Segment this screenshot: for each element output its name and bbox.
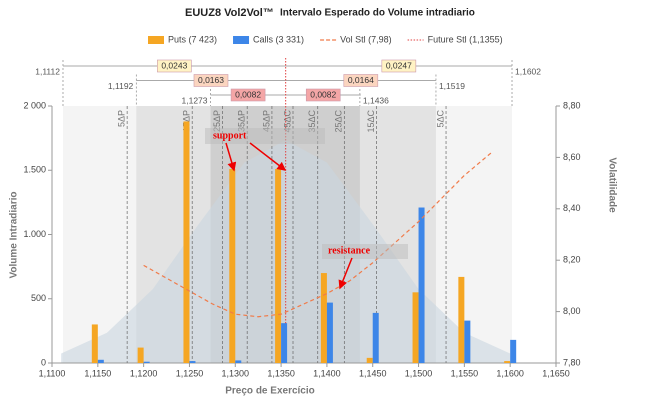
annotation-arrow <box>338 257 353 290</box>
range-low-label: 1,1112 <box>35 66 60 76</box>
delta-label: 35ΔC <box>307 110 317 133</box>
bar <box>143 361 150 363</box>
range-left-label: 0,0243 <box>161 60 187 70</box>
range-right-label: 0,0247 <box>386 60 412 70</box>
range-box <box>343 74 379 87</box>
bar <box>281 323 288 363</box>
range-right-label: 0,0082 <box>310 89 336 99</box>
bar <box>91 324 98 363</box>
y2-tick-label: 8,60 <box>563 152 581 162</box>
x-tick-label: 1,1450 <box>359 368 387 378</box>
bar <box>189 361 196 363</box>
y2-tick-label: 8,20 <box>563 255 581 265</box>
legend-label: Calls (3 331) <box>253 34 304 44</box>
range-high-label: 1,1602 <box>515 66 541 76</box>
annotation: support <box>213 130 247 141</box>
bar <box>235 360 242 363</box>
annotation-arrow <box>225 142 237 172</box>
legend-label: Vol Stl (7,98) <box>340 34 392 44</box>
annotation: resistance <box>328 245 371 256</box>
x-axis-label: Preço de Exercício <box>225 386 315 397</box>
bar <box>366 357 373 363</box>
x-tick-label: 1,1550 <box>451 368 479 378</box>
range-left-label: 0,0163 <box>198 75 224 85</box>
bar <box>229 168 236 363</box>
vol-line <box>143 151 493 318</box>
y2-axis-label: Volatilidade <box>606 157 617 213</box>
x-tick-label: 1,1350 <box>267 368 295 378</box>
legend-swatch <box>233 36 250 44</box>
bar <box>326 302 333 363</box>
range-high-label: 1,1519 <box>439 81 465 91</box>
y-tick-label: 1.000 <box>23 229 46 239</box>
bar <box>510 339 517 363</box>
range-box <box>157 59 192 73</box>
delta-label: 45ΔC <box>282 110 292 133</box>
range-right-label: 0,0164 <box>348 75 374 85</box>
annotation-arrow <box>249 142 287 171</box>
x-tick-label: 1,1500 <box>405 368 433 378</box>
x-tick-label: 1,1200 <box>130 368 158 378</box>
delta-label: 15ΔP <box>182 110 192 132</box>
x-tick-label: 1,1400 <box>313 368 341 378</box>
bar <box>464 320 471 363</box>
x-tick-label: 1,1300 <box>222 368 250 378</box>
delta-label: 25ΔP <box>212 110 222 132</box>
y2-tick-label: 8,80 <box>563 100 581 110</box>
range-box <box>305 88 341 102</box>
y-tick-label: 1.500 <box>23 165 46 175</box>
bar <box>275 168 282 363</box>
range-box <box>230 88 266 102</box>
delta-label: 35ΔP <box>237 110 247 132</box>
legend-label: Puts (7 423) <box>168 34 217 44</box>
x-tick-label: 1,1100 <box>39 368 66 378</box>
x-tick-label: 1,1650 <box>542 368 570 378</box>
annotation-box <box>205 128 325 144</box>
range-low-label: 1,1273 <box>182 95 208 105</box>
bar <box>418 207 425 363</box>
bar <box>183 121 190 363</box>
bar <box>504 361 511 363</box>
chart-subtitle: Intervalo Esperado do Volume intradiario <box>280 8 475 19</box>
bar <box>372 312 379 363</box>
legend-swatch <box>148 36 164 44</box>
bar <box>320 273 327 363</box>
chart-title: EUUZ8 Vol2Vol™ <box>185 7 274 19</box>
x-tick-label: 1,1250 <box>176 368 204 378</box>
range-box <box>193 74 229 87</box>
range-low-label: 1,1192 <box>108 81 134 91</box>
bar <box>137 347 144 363</box>
bar <box>458 276 465 363</box>
delta-label: 15ΔC <box>366 110 376 133</box>
y-tick-label: 500 <box>31 293 46 303</box>
x-tick-label: 1,1600 <box>496 368 524 378</box>
bar <box>412 292 419 363</box>
legend-label: Future Stl (1,1355) <box>428 34 503 44</box>
y-axis-label: Volume Intradiario <box>9 191 20 278</box>
range-box <box>381 59 417 73</box>
x-tick-label: 1,1150 <box>84 368 111 378</box>
y-tick-label: 2 000 <box>23 100 46 110</box>
y2-tick-label: 7,80 <box>563 357 581 367</box>
y-tick-label: 0 <box>41 357 46 367</box>
delta-label: 25ΔC <box>334 110 344 133</box>
delta-label: 45ΔP <box>261 110 271 132</box>
y2-tick-label: 8,40 <box>563 203 581 213</box>
delta-label: 5ΔC <box>435 110 445 128</box>
range-left-label: 0,0082 <box>235 89 261 99</box>
y2-tick-label: 8,00 <box>563 306 581 316</box>
bar <box>97 359 104 363</box>
annotation-box <box>322 244 408 259</box>
distribution-area <box>61 140 511 363</box>
range-high-label: 1,1436 <box>363 95 389 105</box>
delta-label: 5ΔP <box>117 110 127 127</box>
